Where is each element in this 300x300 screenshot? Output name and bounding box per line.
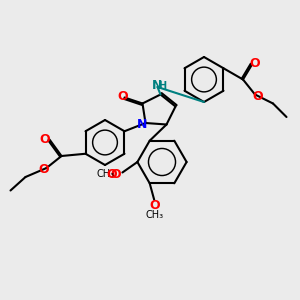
Text: O: O — [253, 89, 263, 103]
Text: CH₃: CH₃ — [145, 210, 163, 220]
Text: H: H — [158, 80, 166, 91]
Text: N: N — [137, 118, 147, 131]
Text: O: O — [38, 163, 49, 176]
Text: O: O — [106, 167, 117, 181]
Text: O: O — [110, 167, 121, 181]
Text: N: N — [152, 79, 163, 92]
Text: CH₃: CH₃ — [97, 169, 115, 179]
Text: O: O — [40, 133, 50, 146]
Text: O: O — [250, 56, 260, 70]
Text: O: O — [149, 199, 160, 212]
Text: O: O — [118, 89, 128, 103]
